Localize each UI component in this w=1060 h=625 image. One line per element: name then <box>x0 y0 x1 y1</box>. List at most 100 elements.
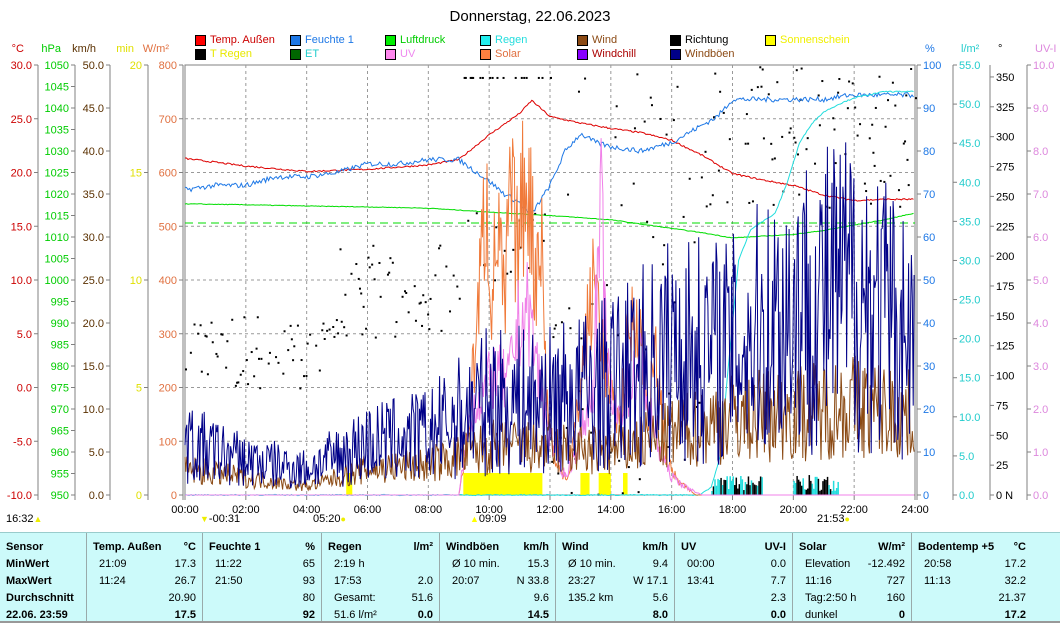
table-row: 11:24 26.7 <box>93 573 196 589</box>
axis-tick-label: 20.0 <box>11 168 32 180</box>
rain-rate-bar <box>753 484 756 495</box>
wind-direction-dot <box>333 335 336 338</box>
rain-rate-bar <box>825 479 827 495</box>
wind-direction-dot <box>514 76 517 79</box>
wind-direction-dot <box>525 76 528 79</box>
table-cell-label: Solar <box>799 541 827 553</box>
wind-direction-dot <box>519 246 522 249</box>
wind-direction-dot <box>378 261 381 264</box>
axis-tick-label: 1025 <box>45 168 69 180</box>
rain-rate-bar <box>724 480 727 495</box>
wind-direction-dot <box>553 327 556 330</box>
wind-direction-dot <box>243 316 246 319</box>
table-cell-label: 11:24 <box>99 575 126 587</box>
table-cell-value: 14.5 <box>527 609 549 621</box>
legend-item: Luftdruck <box>385 34 445 46</box>
axis-tick-label: 995 <box>51 297 69 309</box>
legend-label: UV <box>400 48 416 60</box>
table-row: 17.2 <box>918 607 1026 623</box>
wind-direction-dot <box>509 270 512 273</box>
table-row: Durchschnitt <box>6 590 80 606</box>
table-row: Windböen km/h <box>446 539 549 555</box>
legend-label: Temp. Außen <box>210 34 275 46</box>
table-row: dunkel 0 <box>799 607 905 623</box>
axis-tick-label: 70 <box>923 189 935 201</box>
wind-direction-dot <box>906 158 909 161</box>
rain-rate-bar <box>732 476 734 495</box>
wind-direction-dot <box>773 157 776 160</box>
rain-rate-bar <box>738 484 741 495</box>
axis-tick-label: 250 <box>996 191 1014 203</box>
rain-rate-bar <box>834 490 836 495</box>
wind-direction-dot <box>781 135 784 138</box>
moonrise-icon: ▲ <box>470 514 479 524</box>
wind-direction-dot <box>321 329 324 332</box>
sunshine-bar <box>463 473 543 495</box>
table-cell-value: 9.6 <box>533 592 549 604</box>
series-line-uv <box>185 138 915 496</box>
wind-direction-dot <box>197 332 200 335</box>
wind-direction-dot <box>419 301 422 304</box>
x-axis-tick-label: 00:00 <box>171 504 199 516</box>
table-cell-value: 21.37 <box>998 592 1026 604</box>
wind-direction-dot <box>253 375 256 378</box>
axis-tick-label: 30.0 <box>959 255 980 267</box>
wind-direction-dot <box>541 76 544 79</box>
legend-item: Temp. Außen <box>195 34 275 46</box>
table-cell-label: UV <box>681 541 697 553</box>
axis-tick-label: 3.0 <box>1033 361 1048 373</box>
rain-rate-bar <box>794 482 797 495</box>
table-row: MinWert <box>6 556 80 572</box>
wind-direction-dot <box>373 278 376 281</box>
wind-direction-dot <box>726 201 729 204</box>
rain-rate-bar <box>714 479 716 495</box>
axis-tick-label: 45.0 <box>959 138 980 150</box>
axis-tick-label: 275 <box>996 162 1014 174</box>
axis-unit-label: UV-I <box>1035 43 1056 55</box>
axis-tick-label: 20.0 <box>959 334 980 346</box>
wind-direction-dot <box>756 86 759 89</box>
wind-direction-dot <box>698 401 701 404</box>
axis-tick-label: 10.0 <box>11 275 32 287</box>
wind-direction-dot <box>239 373 242 376</box>
axis-tick-label: 50.0 <box>83 60 104 72</box>
wind-direction-dot <box>649 96 652 99</box>
wind-direction-dot <box>638 478 641 481</box>
stats-table: Sensor MinWert MaxWert Durchschnitt 22.06. 2… <box>0 532 1060 623</box>
table-cell-value: N 33.8 <box>516 575 549 587</box>
table-row: 2:19 h <box>328 556 433 572</box>
axis-tick-label: 4.0 <box>1033 318 1048 330</box>
wind-direction-dot <box>495 226 498 229</box>
wind-direction-dot <box>643 120 646 123</box>
wind-direction-dot <box>570 491 573 494</box>
wind-direction-dot <box>237 381 240 384</box>
rain-rate-bar <box>752 482 754 495</box>
rain-rate-bar <box>756 485 759 495</box>
table-column: Temp. Außen °C 21:09 17.3 11:24 26.7 20.90 17.5 <box>87 533 203 621</box>
series-line-luftdruck <box>184 203 914 239</box>
timeline-marker: ▼-00:31 <box>200 513 240 525</box>
wind-direction-dot <box>388 271 391 274</box>
table-cell-label: Ø 10 min. <box>568 558 616 570</box>
axis-tick-label: 0 <box>923 490 929 502</box>
wind-direction-dot <box>709 203 712 206</box>
axis-tick-label: 9.0 <box>1033 103 1048 115</box>
rain-rate-bar <box>810 480 812 495</box>
table-row: 21.37 <box>918 590 1026 606</box>
table-row: 20:58 17.2 <box>918 556 1026 572</box>
table-cell-value: 51.6 <box>411 592 433 604</box>
wind-direction-dot <box>220 333 223 336</box>
axis-tick-label: 700 <box>159 114 177 126</box>
axis-unit-label: min <box>116 43 134 55</box>
wind-direction-dot <box>216 355 219 358</box>
axis-tick-label: 225 <box>996 221 1014 233</box>
wind-direction-dot <box>750 88 753 91</box>
rain-rate-bar <box>726 476 728 495</box>
wind-direction-dot <box>772 203 775 206</box>
wind-direction-dot <box>391 261 394 264</box>
table-cell-value: 17.2 <box>1004 609 1026 621</box>
wind-direction-dot <box>528 267 531 270</box>
wind-direction-dot <box>512 248 515 251</box>
table-cell-label: 11:13 <box>924 575 951 587</box>
wind-direction-dot <box>221 333 224 336</box>
